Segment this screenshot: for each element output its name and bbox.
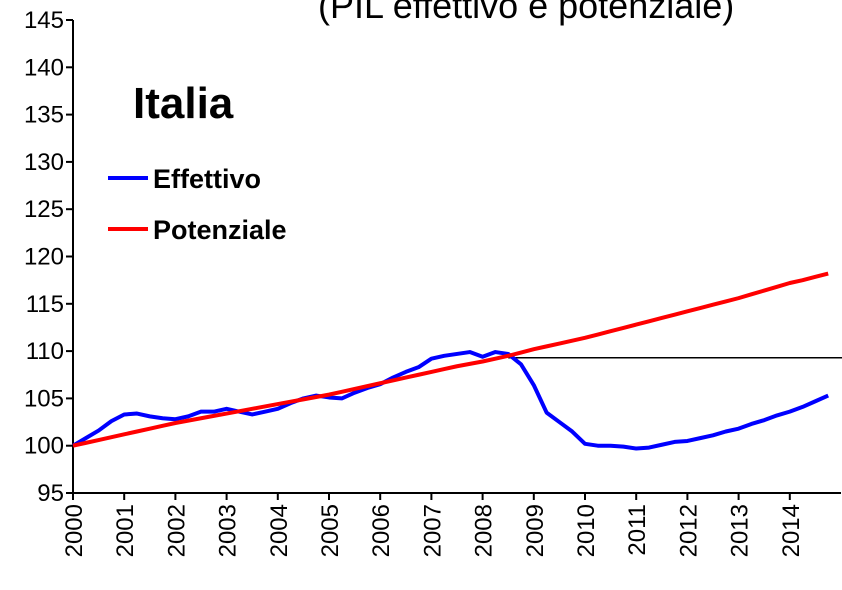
x-tick-label: 2002 bbox=[163, 504, 190, 557]
series-line bbox=[72, 271, 829, 448]
y-tick-label: 105 bbox=[24, 385, 64, 412]
x-tick-label: 2008 bbox=[471, 504, 498, 557]
chart-title: (PIL effettivo e potenziale) bbox=[318, 0, 734, 26]
series-line bbox=[71, 350, 830, 451]
y-tick-label: 145 bbox=[24, 7, 64, 34]
x-tick-label: 2013 bbox=[727, 504, 754, 557]
y-tick-label: 120 bbox=[24, 244, 64, 271]
y-tick-label: 115 bbox=[26, 291, 64, 318]
y-tick-label: 100 bbox=[24, 433, 64, 460]
x-tick-label: 2011 bbox=[624, 504, 651, 556]
x-tick-label: 2003 bbox=[215, 504, 242, 557]
y-tick-label: 140 bbox=[24, 54, 64, 81]
x-tick-label: 2009 bbox=[522, 504, 549, 557]
legend-label: Potenziale bbox=[153, 215, 287, 245]
y-tick-label: 110 bbox=[26, 338, 64, 365]
x-tick-label: 2000 bbox=[61, 504, 88, 557]
y-tick-label: 135 bbox=[24, 102, 64, 129]
y-tick-label: 130 bbox=[24, 149, 64, 176]
x-tick-label: 2004 bbox=[266, 504, 293, 557]
y-tick-label: 95 bbox=[37, 480, 64, 507]
y-tick-label: 125 bbox=[24, 196, 64, 223]
annotation: Italia bbox=[133, 79, 234, 128]
x-tick-label: 2014 bbox=[778, 504, 805, 557]
x-tick-label: 2006 bbox=[368, 504, 395, 557]
x-tick-label: 2005 bbox=[317, 504, 344, 557]
x-tick-label: 2012 bbox=[675, 504, 702, 557]
x-tick-label: 2010 bbox=[573, 504, 600, 557]
x-tick-label: 2001 bbox=[112, 504, 139, 557]
legend-label: Effettivo bbox=[153, 164, 261, 194]
x-tick-label: 2007 bbox=[419, 504, 446, 557]
